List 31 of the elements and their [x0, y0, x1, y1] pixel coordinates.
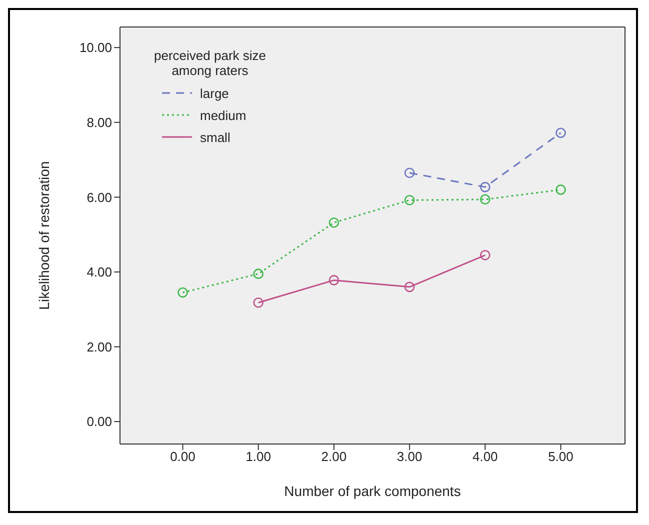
y-tick-label: 8.00 — [86, 114, 112, 130]
point — [404, 168, 415, 178]
legend-label: small — [200, 130, 230, 144]
y-tick-label: 0.00 — [86, 414, 112, 430]
point — [178, 287, 188, 298]
x-tick-label: 3.00 — [396, 449, 422, 464]
legend-label: medium — [200, 108, 246, 122]
point — [480, 182, 490, 192]
point — [556, 128, 566, 138]
y-tick-label: 4.00 — [86, 264, 112, 280]
point — [480, 194, 490, 205]
legend-title: perceived park size among raters — [154, 48, 266, 78]
x-tick-label: 1.00 — [246, 449, 271, 464]
point — [253, 297, 264, 308]
point — [556, 184, 566, 195]
legend-label: large — [200, 86, 229, 100]
point — [328, 275, 340, 286]
x-tick-label: 5.00 — [548, 449, 574, 464]
point — [253, 268, 264, 279]
x-tick-label: 2.00 — [321, 449, 347, 464]
y-tick-label: 10.00 — [79, 40, 112, 56]
point — [404, 282, 415, 292]
point — [480, 250, 490, 260]
y-tick-label: 2.00 — [86, 339, 112, 354]
x-axis-title: Number of park components — [284, 483, 461, 499]
x-tick-label: 4.00 — [472, 449, 498, 464]
point — [328, 217, 340, 228]
x-tick-label: 0.00 — [170, 449, 196, 464]
y-tick-label: 6.00 — [86, 190, 112, 205]
point — [404, 195, 415, 206]
y-axis-title: Likelihood of restoration — [36, 161, 52, 310]
